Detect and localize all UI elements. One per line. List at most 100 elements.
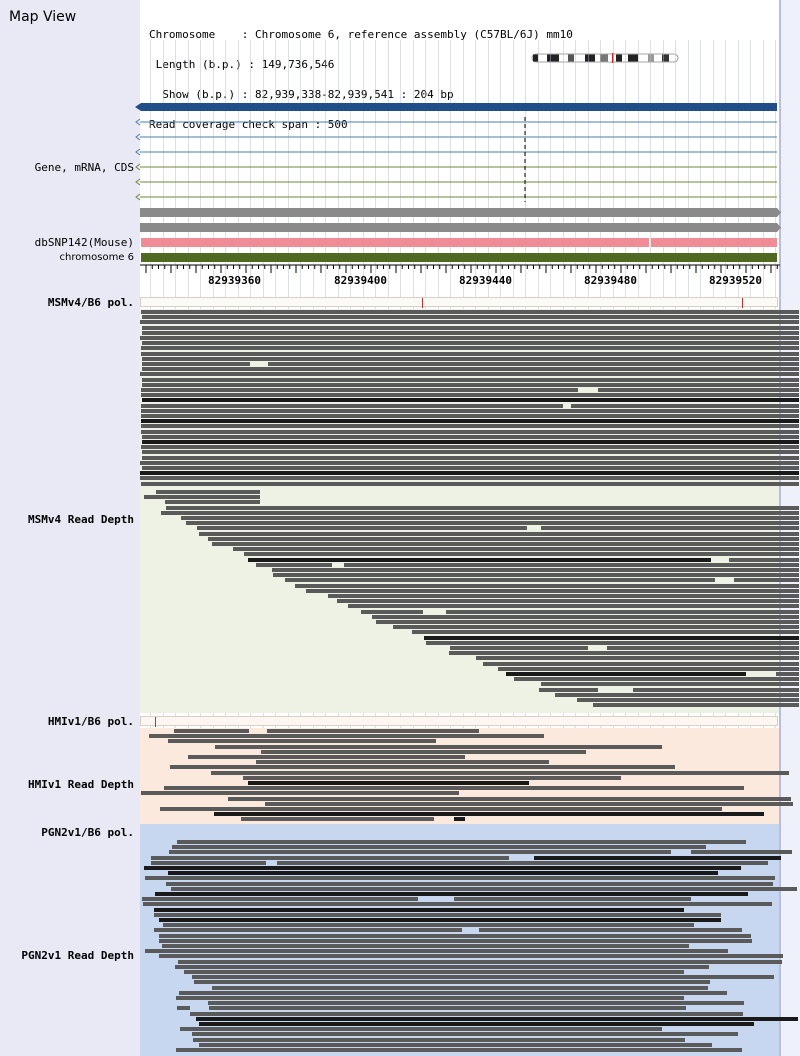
read-bar <box>424 635 799 640</box>
read-bar <box>446 609 799 614</box>
read-bar <box>163 923 694 928</box>
show-range-info: Show (b.p.) : 82,939,338-82,939,541 : 20… <box>149 88 454 101</box>
read-bar <box>177 840 746 844</box>
read-bar <box>534 855 781 860</box>
read-bar <box>426 640 799 645</box>
read-bar <box>199 531 799 536</box>
read-bar <box>476 656 799 661</box>
read-bar <box>145 876 775 881</box>
read-bar <box>348 604 799 609</box>
read-bar <box>169 850 671 855</box>
read-bar <box>160 807 722 811</box>
read-bar <box>633 687 799 692</box>
read-bar <box>199 1022 754 1026</box>
pgn-pol-label: PGN2v1/B6 pol. <box>41 826 134 839</box>
read-bar <box>193 1037 685 1042</box>
read-bar <box>295 583 799 588</box>
hmi-pol-label: HMIv1/B6 pol. <box>47 715 134 728</box>
hmi-depth-label: HMIv1 Read Depth <box>28 778 134 791</box>
read-bar <box>498 666 799 671</box>
variant-tick[interactable] <box>155 717 156 727</box>
read-bar <box>180 1027 662 1032</box>
read-bar <box>541 526 799 531</box>
gene-track-label: Gene, mRNA, CDS <box>34 161 134 174</box>
read-bar <box>142 315 799 320</box>
read-bar <box>141 419 799 424</box>
read-bar <box>179 990 727 995</box>
read-bar <box>166 505 799 510</box>
read-bar <box>171 886 797 891</box>
read-bar <box>142 362 250 366</box>
read-bar <box>248 781 529 785</box>
msm-pol-track[interactable] <box>140 297 778 308</box>
variant-tick[interactable] <box>422 298 423 308</box>
read-bar <box>154 907 684 912</box>
read-bar <box>141 429 799 434</box>
read-bar <box>277 860 768 865</box>
read-bar <box>454 897 691 902</box>
cds-lines[interactable] <box>135 163 777 201</box>
chromosome-ideogram[interactable] <box>530 53 680 63</box>
read-bar <box>211 770 789 775</box>
read-bar <box>168 871 718 876</box>
read-bar <box>244 552 799 557</box>
read-bar <box>141 445 799 450</box>
ruler-ticks <box>145 265 778 273</box>
gray-feature-tracks[interactable] <box>140 208 781 232</box>
read-bar <box>479 928 742 933</box>
read-bar <box>142 440 799 444</box>
read-bar <box>142 434 799 439</box>
read-bar <box>151 860 266 865</box>
read-bar <box>141 346 799 351</box>
read-bar <box>361 609 423 614</box>
read-bar <box>143 902 772 907</box>
read-bar <box>142 897 418 902</box>
read-bar <box>140 320 799 325</box>
ruler-label: 82939520 <box>709 274 762 287</box>
read-bar <box>165 500 260 505</box>
read-bar <box>192 975 774 980</box>
read-bar <box>178 959 782 964</box>
read-bar <box>144 866 741 870</box>
variant-tick[interactable] <box>742 298 743 308</box>
read-bar <box>142 450 799 455</box>
read-bar <box>243 775 621 780</box>
read-bar <box>177 1006 190 1011</box>
ruler-label: 82939400 <box>334 274 387 287</box>
read-bar <box>514 677 799 682</box>
read-bar <box>285 578 715 583</box>
read-bar <box>140 460 799 465</box>
read-bar <box>142 356 799 361</box>
read-bar <box>209 1006 686 1011</box>
read-bar <box>142 377 799 382</box>
read-bar <box>212 542 799 546</box>
read-bar <box>454 817 465 822</box>
transcript-lines[interactable] <box>135 118 777 156</box>
read-bar <box>214 812 764 817</box>
read-bar <box>141 388 578 392</box>
ruler-label: 82939360 <box>208 274 261 287</box>
read-bar <box>208 1001 744 1006</box>
read-bar <box>593 703 799 708</box>
chromosome-info: Chromosome : Chromosome 6, reference ass… <box>149 28 573 41</box>
read-bar <box>449 651 799 656</box>
read-bar <box>168 739 436 744</box>
gene-track[interactable] <box>135 103 777 111</box>
read-bar <box>691 850 792 855</box>
read-bar <box>181 516 799 520</box>
read-bar <box>151 855 509 860</box>
read-bar <box>344 562 799 567</box>
hmi-pol-track[interactable] <box>140 716 778 727</box>
read-bar <box>261 749 586 754</box>
read-bar <box>233 547 799 552</box>
read-bar <box>140 372 799 377</box>
dbsnp-track[interactable] <box>141 238 777 247</box>
read-bar <box>483 661 799 666</box>
read-bar <box>577 698 799 702</box>
ruler-label: 82939480 <box>584 274 637 287</box>
read-bar <box>141 424 799 429</box>
read-bar <box>372 614 799 619</box>
msm-depth-label: MSMv4 Read Depth <box>28 513 134 526</box>
read-bar <box>208 536 799 541</box>
chromosome-track[interactable] <box>141 253 777 262</box>
